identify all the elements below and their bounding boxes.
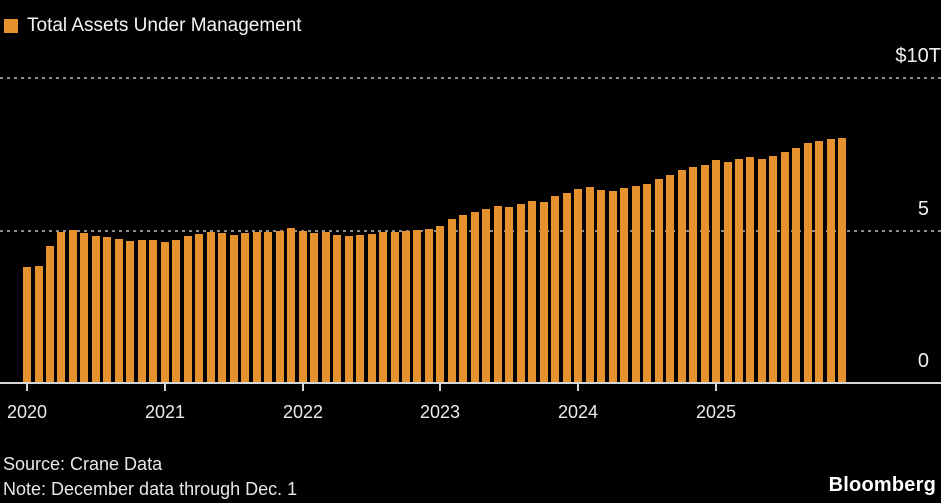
bar	[91, 235, 100, 383]
x-axis-label: 2024	[557, 402, 599, 422]
bar	[700, 164, 709, 383]
gridline	[0, 77, 941, 79]
bar	[252, 232, 261, 383]
bar	[424, 228, 433, 383]
x-axis-label: 2020	[6, 402, 48, 422]
legend-swatch-icon	[4, 19, 18, 33]
bar	[826, 139, 835, 383]
x-axis-tick	[302, 384, 304, 391]
bar	[114, 239, 123, 383]
bar	[310, 233, 319, 383]
bar	[654, 178, 663, 383]
bar	[459, 214, 468, 383]
x-axis-label: 2022	[282, 402, 324, 422]
bar	[803, 143, 812, 383]
bar	[172, 240, 181, 383]
bar	[264, 231, 273, 383]
bar	[792, 148, 801, 383]
bar	[516, 203, 525, 383]
x-axis-label: 2021	[144, 402, 186, 422]
bar	[57, 231, 66, 383]
bar	[218, 232, 227, 383]
bar	[390, 231, 399, 383]
bar	[447, 218, 456, 383]
bar	[562, 192, 571, 383]
legend-label: Total Assets Under Management	[27, 15, 302, 36]
x-axis-tick	[164, 384, 166, 391]
bar	[195, 233, 204, 383]
bar	[367, 234, 376, 383]
bar	[34, 265, 43, 383]
bar	[757, 158, 766, 383]
bar	[838, 137, 847, 383]
bar	[287, 228, 296, 383]
x-axis-label: 2025	[695, 402, 737, 422]
bar	[46, 245, 54, 384]
x-axis-tick	[715, 384, 717, 391]
bar	[597, 189, 606, 383]
bar	[689, 166, 697, 383]
bar	[528, 200, 537, 383]
legend: Total Assets Under Management	[4, 15, 302, 37]
bar	[769, 156, 778, 383]
bar	[379, 232, 387, 383]
gridline	[0, 230, 941, 232]
bar	[160, 241, 169, 383]
bloomberg-logo: Bloomberg	[828, 474, 936, 496]
bar	[333, 234, 341, 383]
x-axis-tick	[577, 384, 579, 391]
bar	[344, 236, 353, 383]
bar	[780, 152, 789, 383]
bar	[183, 236, 192, 383]
bar	[298, 231, 307, 383]
bar	[505, 206, 514, 383]
bar	[551, 196, 560, 383]
bar	[401, 231, 410, 383]
x-axis-label: 2023	[419, 402, 461, 422]
x-axis-tick	[439, 384, 441, 391]
y-axis-label: 5	[917, 198, 929, 220]
bar	[815, 140, 824, 383]
bar	[470, 212, 479, 383]
bar	[608, 190, 617, 383]
bar	[206, 231, 215, 383]
bar	[746, 157, 755, 383]
bar	[631, 186, 640, 383]
y-axis-label: $10T	[895, 45, 941, 67]
bar	[723, 162, 732, 383]
bar	[356, 235, 364, 383]
bar	[666, 175, 674, 383]
bar	[229, 234, 238, 383]
footer: Source: Crane Data Note: December data t…	[3, 452, 297, 502]
bar	[80, 232, 89, 383]
data-note: Note: December data through Dec. 1	[3, 479, 298, 499]
bar	[677, 169, 686, 383]
x-axis-line	[0, 382, 941, 384]
source-note: Source: Crane Data	[3, 454, 163, 474]
bar	[643, 184, 652, 383]
bar	[482, 208, 491, 383]
bar	[734, 159, 743, 383]
bar	[275, 230, 284, 383]
y-axis-label: 0	[917, 350, 929, 372]
bar	[103, 236, 112, 383]
x-axis-tick	[26, 384, 28, 391]
bar	[712, 160, 720, 383]
bar	[68, 229, 77, 383]
bar	[241, 232, 250, 383]
bar	[413, 230, 422, 383]
bar	[585, 187, 594, 383]
bar	[126, 240, 135, 383]
bar	[149, 240, 158, 383]
bar	[436, 225, 445, 383]
bar	[493, 206, 502, 383]
bar	[137, 239, 146, 383]
bar	[574, 189, 583, 383]
bar	[539, 202, 548, 383]
bar	[321, 232, 330, 383]
bar	[620, 187, 629, 383]
bar	[23, 267, 31, 383]
